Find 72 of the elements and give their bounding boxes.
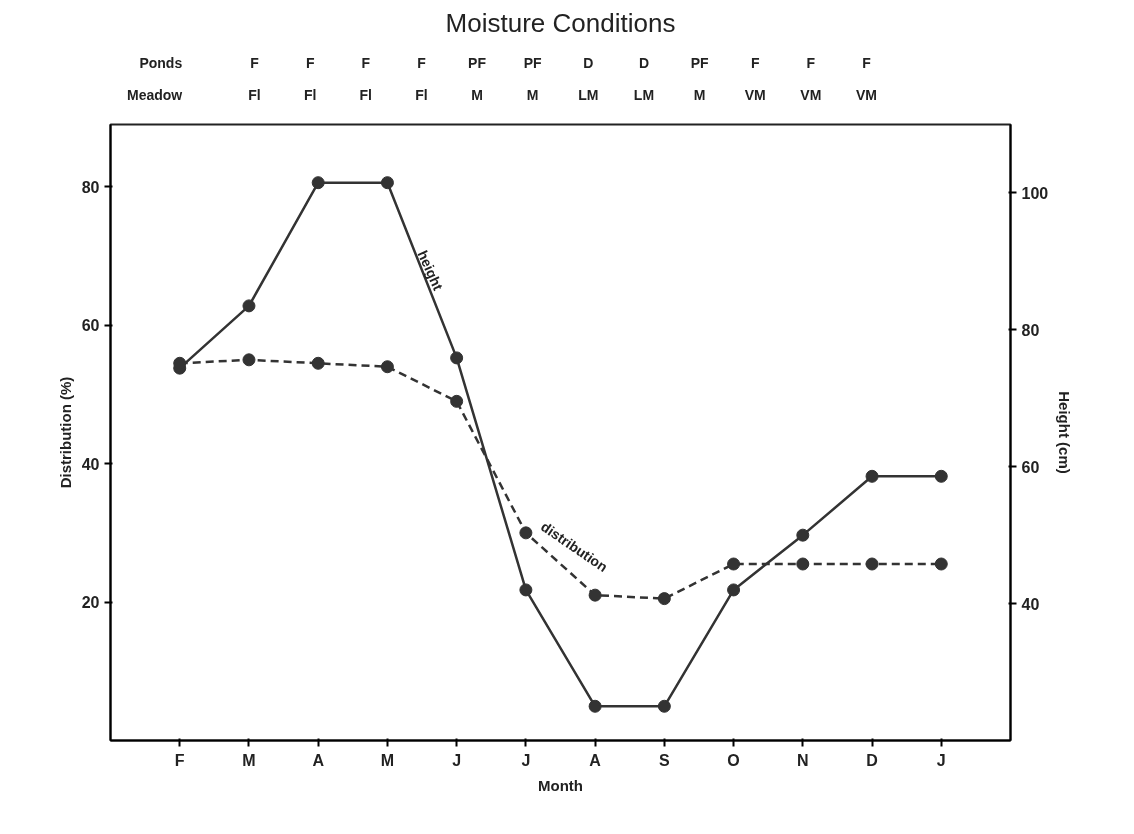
text: Meadow — [126, 86, 183, 103]
y2-tick-label: 60 — [1021, 458, 1040, 476]
point — [865, 557, 879, 571]
y2-tick-label: 40 — [1021, 595, 1040, 613]
x-tick-label: M — [380, 751, 395, 769]
text: F — [305, 55, 315, 72]
text: Ponds — [139, 55, 183, 72]
text: F — [361, 55, 371, 72]
point — [588, 588, 602, 602]
y2-axis-title: Height (cm) — [1056, 391, 1074, 474]
point — [727, 583, 741, 597]
text: M — [526, 86, 539, 103]
x-axis-title: Month — [538, 776, 583, 794]
text: PF — [523, 55, 543, 72]
point — [242, 299, 256, 313]
text: VM — [744, 86, 766, 103]
x-tick-label: A — [589, 751, 602, 769]
text: LM — [633, 86, 655, 103]
text: PF — [468, 55, 487, 72]
point — [934, 469, 948, 483]
point — [796, 528, 810, 542]
x-tick-label: J — [452, 751, 462, 769]
point — [450, 351, 464, 365]
text: F — [862, 55, 872, 72]
x-tick-label: O — [727, 751, 740, 769]
y-tick-label: 60 — [81, 317, 100, 335]
point — [588, 699, 602, 713]
point — [519, 583, 533, 597]
point — [519, 526, 533, 540]
text: M — [693, 86, 706, 103]
point — [380, 360, 394, 374]
text: F — [250, 55, 260, 72]
text: Fl — [303, 86, 317, 103]
text: M — [471, 86, 483, 103]
y-tick-label: 80 — [81, 178, 100, 196]
y-tick-label: 40 — [81, 455, 100, 473]
text: VM — [800, 86, 822, 103]
point — [380, 176, 394, 190]
y-tick-label: 20 — [81, 594, 100, 612]
text: Fl — [248, 86, 261, 103]
point — [727, 557, 741, 571]
point — [934, 557, 948, 571]
point — [311, 176, 325, 190]
point — [657, 699, 671, 713]
point — [242, 353, 256, 367]
text: F — [417, 55, 427, 72]
chart-title: Moisture Conditions — [445, 7, 676, 38]
text: D — [638, 55, 650, 72]
y2-tick-label: 100 — [1021, 184, 1049, 202]
text: Fl — [359, 86, 373, 103]
x-tick-label: M — [242, 751, 256, 769]
text: Fl — [415, 86, 428, 103]
point — [796, 557, 810, 571]
x-tick-label: A — [312, 751, 325, 769]
text: D — [583, 55, 594, 72]
text: PF — [690, 55, 709, 72]
point — [657, 592, 671, 606]
point — [865, 469, 879, 483]
x-tick-label: J — [936, 751, 946, 769]
point — [311, 356, 325, 370]
y2-tick-label: 80 — [1021, 321, 1040, 339]
x-tick-label: S — [659, 751, 671, 769]
x-tick-label: N — [797, 751, 809, 769]
x-tick-label: F — [174, 751, 185, 769]
point — [450, 394, 464, 408]
text: VM — [855, 86, 877, 103]
text: LM — [578, 86, 599, 103]
x-tick-label: J — [521, 751, 531, 769]
text: F — [806, 55, 816, 72]
x-tick-label: D — [866, 751, 878, 769]
y-axis-title: Distribution (%) — [56, 376, 74, 489]
text: F — [750, 55, 760, 72]
